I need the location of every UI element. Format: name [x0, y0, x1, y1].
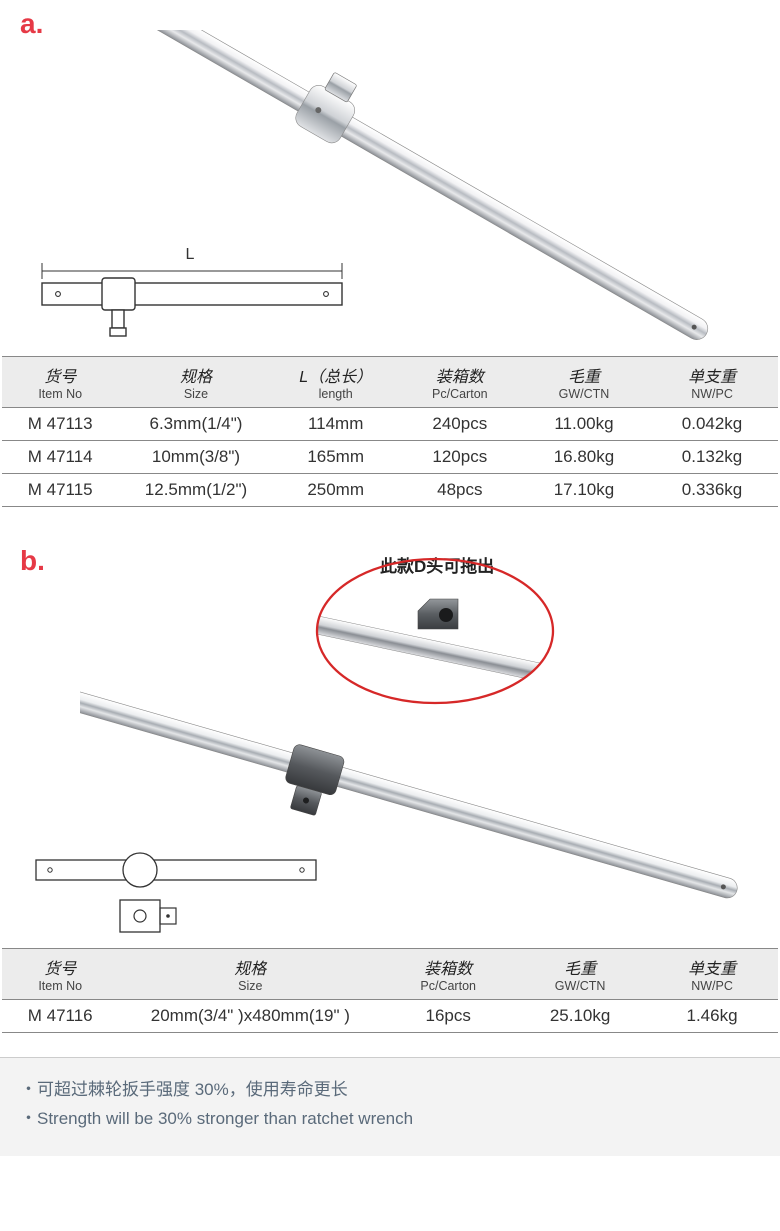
- table-cell: 0.336kg: [646, 474, 778, 507]
- table-cell: 120pcs: [398, 441, 522, 474]
- table-a-wrap: 货号Item No规格SizeL（总长）length装箱数Pc/Carton毛重…: [0, 356, 780, 507]
- section-b: b. 此款D头可拖出: [0, 537, 780, 942]
- table-cell: 1.46kg: [646, 1000, 778, 1033]
- table-row: M 4711410mm(3/8")165mm120pcs16.80kg0.132…: [2, 441, 778, 474]
- table-header: 毛重GW/CTN: [522, 357, 646, 408]
- table-header: 规格Size: [118, 357, 273, 408]
- table-cell: 250mm: [274, 474, 398, 507]
- table-cell: 6.3mm(1/4"): [118, 408, 273, 441]
- table-cell: 0.042kg: [646, 408, 778, 441]
- table-cell: M 47115: [2, 474, 118, 507]
- table-header: 单支重NW/PC: [646, 357, 778, 408]
- table-cell: 240pcs: [398, 408, 522, 441]
- table-b-wrap: 货号Item No规格Size装箱数Pc/Carton毛重GW/CTN单支重NW…: [0, 948, 780, 1033]
- table-cell: 114mm: [274, 408, 398, 441]
- table-header: 货号Item No: [2, 357, 118, 408]
- table-row: M 471136.3mm(1/4")114mm240pcs11.00kg0.04…: [2, 408, 778, 441]
- table-cell: 16pcs: [382, 1000, 514, 1033]
- table-cell: M 47114: [2, 441, 118, 474]
- product-b-image-area: 此款D头可拖出: [20, 547, 760, 942]
- table-cell: 11.00kg: [522, 408, 646, 441]
- note-line-cn: ・可超过棘轮扳手强度 30%，使用寿命更长: [20, 1076, 760, 1105]
- product-a-image-area: L: [20, 10, 760, 350]
- table-cell: 48pcs: [398, 474, 522, 507]
- spec-table-b: 货号Item No规格Size装箱数Pc/Carton毛重GW/CTN单支重NW…: [2, 948, 778, 1033]
- table-header: 毛重GW/CTN: [514, 949, 646, 1000]
- notes-block: ・可超过棘轮扳手强度 30%，使用寿命更长 ・Strength will be …: [0, 1057, 780, 1156]
- table-cell: M 47116: [2, 1000, 118, 1033]
- table-cell: 12.5mm(1/2"): [118, 474, 273, 507]
- schematic-a: L: [30, 245, 360, 345]
- table-cell: 16.80kg: [522, 441, 646, 474]
- schematic-label-L: L: [186, 246, 195, 263]
- table-cell: 0.132kg: [646, 441, 778, 474]
- schematic-b: [30, 852, 330, 942]
- table-header: L（总长）length: [274, 357, 398, 408]
- table-header: 单支重NW/PC: [646, 949, 778, 1000]
- table-header: 装箱数Pc/Carton: [398, 357, 522, 408]
- table-cell: 17.10kg: [522, 474, 646, 507]
- table-header: 装箱数Pc/Carton: [382, 949, 514, 1000]
- table-header: 货号Item No: [2, 949, 118, 1000]
- section-a: a.: [0, 0, 780, 350]
- table-header: 规格Size: [118, 949, 382, 1000]
- table-cell: 25.10kg: [514, 1000, 646, 1033]
- table-cell: 10mm(3/8"): [118, 441, 273, 474]
- table-cell: M 47113: [2, 408, 118, 441]
- note-line-en: ・Strength will be 30% stronger than ratc…: [20, 1105, 760, 1134]
- spec-table-a: 货号Item No规格SizeL（总长）length装箱数Pc/Carton毛重…: [2, 356, 778, 507]
- table-cell: 20mm(3/4" )x480mm(19" ): [118, 1000, 382, 1033]
- table-cell: 165mm: [274, 441, 398, 474]
- table-row: M 4711512.5mm(1/2")250mm48pcs17.10kg0.33…: [2, 474, 778, 507]
- table-row: M 4711620mm(3/4" )x480mm(19" )16pcs25.10…: [2, 1000, 778, 1033]
